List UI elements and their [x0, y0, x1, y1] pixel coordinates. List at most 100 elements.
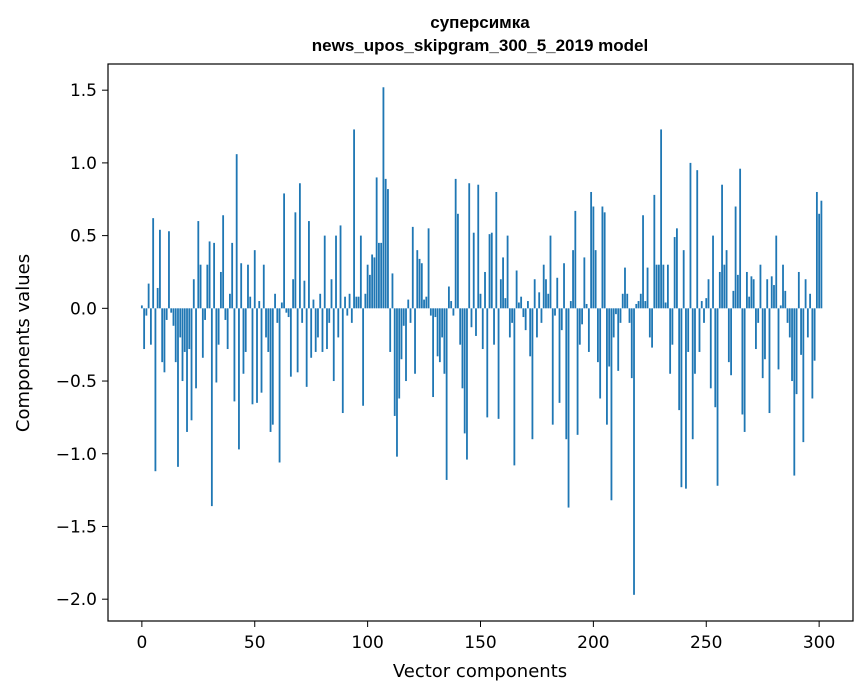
- bar: [529, 308, 532, 357]
- bar: [145, 308, 148, 316]
- bar: [152, 218, 155, 309]
- bar: [773, 285, 775, 309]
- bar: [355, 296, 358, 309]
- bar: [368, 274, 371, 309]
- bar: [770, 276, 773, 309]
- bar: [292, 279, 295, 309]
- bar: [256, 308, 258, 403]
- bar: [578, 308, 581, 345]
- bar: [718, 271, 721, 309]
- bar: [764, 308, 766, 360]
- bar: [445, 308, 448, 480]
- bar: [560, 308, 563, 331]
- bar: [296, 308, 299, 373]
- bar: [752, 279, 755, 309]
- bar: [486, 308, 489, 418]
- x-tick-label: 0: [136, 633, 147, 653]
- bar: [703, 308, 705, 323]
- bar: [188, 308, 191, 350]
- bar: [443, 308, 446, 374]
- bar: [633, 308, 635, 595]
- bar: [515, 270, 518, 309]
- bar: [190, 308, 193, 421]
- bar: [366, 264, 369, 309]
- bar: [653, 194, 656, 309]
- bar: [727, 308, 730, 363]
- chart-title-line-2: news_upos_skipgram_300_5_2019 model: [312, 36, 648, 55]
- bar: [364, 293, 367, 309]
- bar: [551, 308, 554, 425]
- bar: [734, 206, 737, 309]
- bar: [793, 308, 796, 476]
- bar: [628, 308, 631, 323]
- bar: [811, 308, 814, 399]
- bar: [538, 292, 541, 309]
- bar: [326, 308, 328, 350]
- bars-group: [140, 87, 823, 595]
- bar: [748, 296, 751, 309]
- bar: [276, 308, 279, 323]
- bar: [147, 283, 150, 309]
- bar: [457, 213, 459, 309]
- bar: [396, 308, 398, 457]
- bar: [140, 305, 143, 309]
- bar: [666, 264, 669, 309]
- bar: [432, 308, 434, 398]
- bar: [447, 286, 450, 309]
- y-tick-label: 1.0: [70, 154, 97, 174]
- bar: [490, 232, 493, 309]
- bar: [382, 87, 385, 309]
- bar: [743, 308, 746, 432]
- bar: [493, 308, 495, 345]
- bar: [542, 264, 545, 309]
- bar: [709, 308, 712, 389]
- bar: [238, 308, 240, 450]
- x-tick-label: 100: [351, 633, 383, 653]
- bar: [520, 296, 523, 309]
- bar: [407, 299, 410, 309]
- bar: [549, 235, 552, 309]
- bar: [204, 308, 206, 320]
- bar: [723, 264, 726, 309]
- bar: [797, 271, 800, 309]
- y-tick-label: −1.0: [56, 445, 97, 465]
- bar: [233, 308, 236, 402]
- bar: [745, 271, 748, 309]
- bar: [163, 308, 166, 373]
- bar: [497, 308, 500, 419]
- bar: [513, 308, 516, 466]
- bar: [725, 250, 728, 309]
- x-axis-ticks: 0 50 100 150 200 250 300: [136, 621, 835, 653]
- bar: [601, 206, 604, 309]
- bar: [416, 250, 419, 309]
- bar: [348, 293, 351, 309]
- bar: [459, 308, 462, 345]
- bar: [687, 308, 690, 352]
- bar: [547, 293, 550, 309]
- bar: [626, 293, 629, 309]
- bar: [612, 308, 615, 338]
- x-axis-label: Vector components: [393, 661, 567, 682]
- y-tick-label: −0.5: [56, 372, 97, 392]
- bar: [427, 228, 430, 309]
- bar: [651, 308, 653, 348]
- bar: [278, 308, 281, 463]
- bar: [583, 257, 586, 309]
- bar: [287, 308, 290, 318]
- bar: [274, 293, 276, 309]
- bar: [775, 235, 778, 309]
- bar: [468, 183, 471, 309]
- bar: [253, 250, 256, 309]
- bar: [569, 301, 572, 309]
- bar: [657, 264, 660, 309]
- bar: [730, 308, 732, 376]
- bar: [161, 308, 164, 363]
- bar: [398, 308, 401, 399]
- bar: [662, 264, 665, 309]
- bar: [639, 293, 642, 309]
- bar: [217, 308, 220, 345]
- bar: [779, 305, 782, 309]
- bar: [425, 296, 428, 309]
- bar: [429, 308, 432, 316]
- bar: [739, 168, 742, 309]
